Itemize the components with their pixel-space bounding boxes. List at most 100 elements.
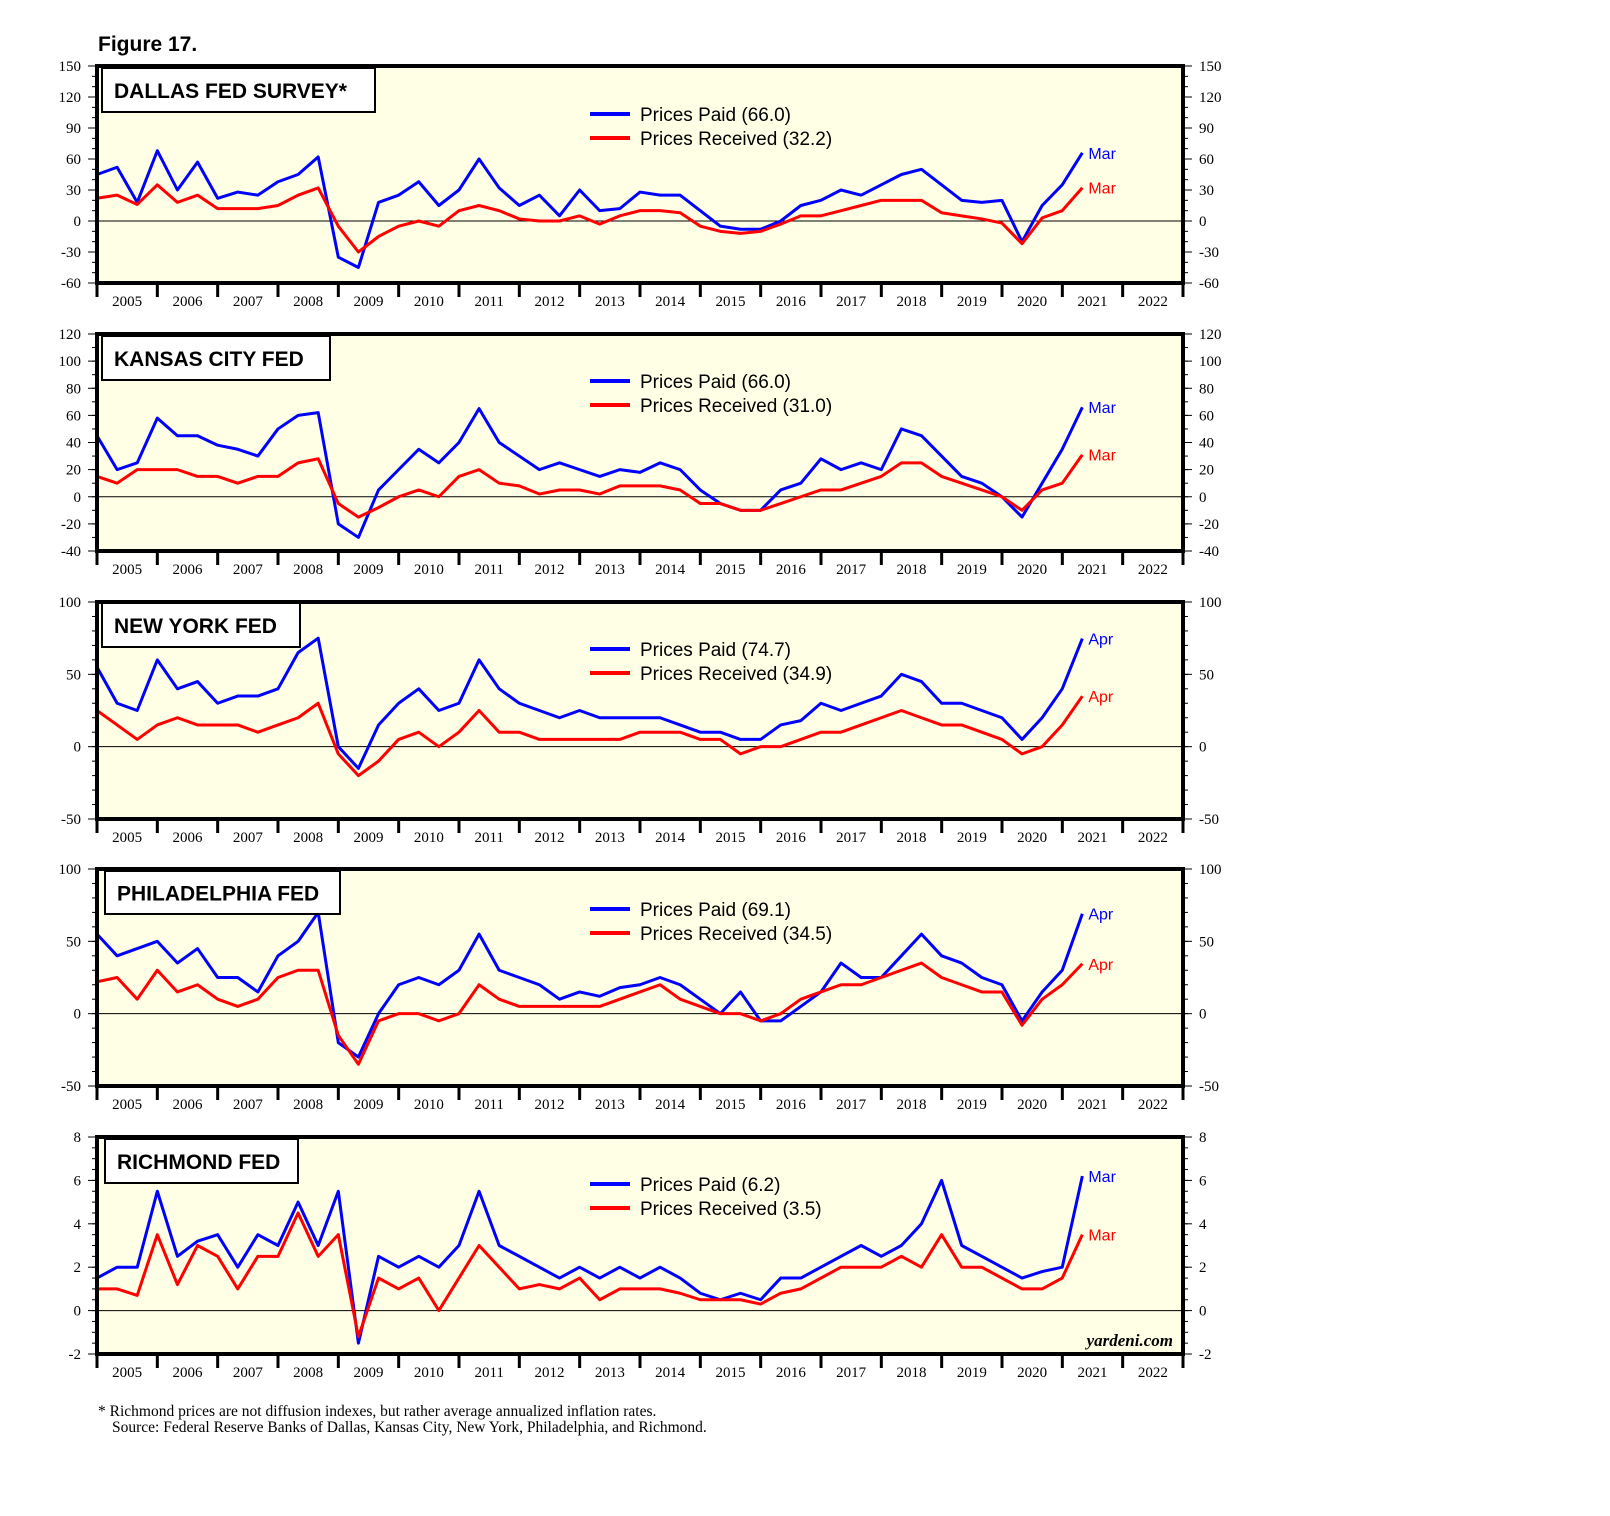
x-tick-label: 2012 — [535, 1365, 565, 1381]
x-tick-label: 2005 — [112, 1365, 142, 1381]
y-tick-label-left: 120 — [59, 327, 82, 343]
panel-title-box — [104, 1138, 299, 1184]
y-tick-label-left: 6 — [74, 1173, 82, 1189]
x-tick-label: 2012 — [535, 294, 565, 310]
y-tick-label-left: 60 — [66, 152, 81, 168]
plot-frame — [95, 64, 1185, 285]
legend-label: Prices Received (34.5) — [640, 924, 832, 945]
y-tick-label-right: -40 — [1199, 544, 1219, 560]
y-tick-label-right: 0 — [1199, 490, 1207, 506]
x-tick-label: 2011 — [474, 1097, 503, 1113]
y-tick-label-left: 50 — [66, 667, 81, 683]
y-tick-label-right: 0 — [1199, 1304, 1207, 1320]
y-tick-label-left: 8 — [74, 1130, 82, 1146]
x-tick-label: 2015 — [716, 1365, 746, 1381]
x-tick-label: 2013 — [595, 1365, 625, 1381]
y-tick-label-right: 50 — [1199, 934, 1214, 950]
x-tick-label: 2006 — [173, 294, 204, 310]
y-tick-label-right: -2 — [1199, 1347, 1212, 1363]
x-tick-label: 2013 — [595, 1097, 625, 1113]
x-tick-label: 2010 — [414, 1097, 444, 1113]
y-tick-label-left: 20 — [66, 463, 81, 479]
x-tick-label: 2007 — [233, 562, 264, 578]
panel-title-box — [101, 335, 331, 381]
y-tick-label-left: 0 — [74, 1007, 82, 1023]
x-tick-label: 2019 — [957, 1097, 987, 1113]
y-tick-label-left: -40 — [61, 544, 81, 560]
x-tick-label: 2019 — [957, 294, 987, 310]
x-tick-label: 2018 — [897, 562, 927, 578]
y-tick-label-right: 20 — [1199, 463, 1214, 479]
y-tick-label-right: 80 — [1199, 381, 1214, 397]
y-tick-label-left: 4 — [74, 1217, 82, 1233]
x-tick-label: 2015 — [716, 562, 746, 578]
legend-label: Prices Paid (66.0) — [640, 372, 791, 393]
series-end-label: Apr — [1088, 957, 1114, 974]
y-tick-label-left: 120 — [59, 90, 82, 106]
series-end-label: Mar — [1088, 400, 1116, 417]
y-tick-label-left: 100 — [59, 862, 82, 878]
y-tick-label-left: 40 — [66, 436, 81, 452]
chart-panel-2: 100 100 50 50 0 0 -50 -50 2005 2006 2007 2008 2009 20… — [59, 595, 1222, 846]
y-tick-label-left: 50 — [66, 934, 81, 950]
panel-title-box — [104, 870, 341, 915]
plot-frame — [95, 600, 1185, 821]
y-tick-label-left: 100 — [59, 354, 82, 370]
x-tick-label: 2008 — [293, 830, 323, 846]
x-tick-label: 2005 — [112, 830, 142, 846]
panel-title: RICHMOND FED — [117, 1151, 280, 1174]
x-tick-label: 2007 — [233, 1365, 264, 1381]
y-tick-label-left: -20 — [61, 517, 81, 533]
x-tick-label: 2009 — [354, 294, 384, 310]
y-tick-label-right: 4 — [1199, 1217, 1207, 1233]
x-tick-label: 2006 — [173, 562, 204, 578]
x-tick-label: 2022 — [1138, 1365, 1168, 1381]
series-end-label: Apr — [1088, 907, 1114, 924]
y-tick-label-left: 60 — [66, 408, 81, 424]
y-tick-label-left: -50 — [61, 1079, 81, 1095]
y-tick-label-right: 60 — [1199, 408, 1214, 424]
x-tick-label: 2021 — [1078, 294, 1108, 310]
x-tick-label: 2016 — [776, 830, 807, 846]
chart-panel-4: 8 8 6 6 4 4 2 2 0 0 -2 -2 2005 2006 2007 2008 2009 2010 20… — [69, 1130, 1212, 1381]
x-tick-label: 2016 — [776, 1365, 807, 1381]
legend-label: Prices Received (32.2) — [640, 129, 832, 150]
y-tick-label-right: 60 — [1199, 152, 1214, 168]
x-tick-label: 2015 — [716, 830, 746, 846]
x-tick-label: 2020 — [1017, 1097, 1047, 1113]
panel-title: NEW YORK FED — [114, 615, 277, 638]
x-tick-label: 2022 — [1138, 830, 1168, 846]
y-tick-label-left: 80 — [66, 381, 81, 397]
series-line-prices-received — [96, 961, 1084, 1066]
x-tick-label: 2006 — [173, 830, 204, 846]
x-tick-label: 2020 — [1017, 1365, 1047, 1381]
panel-title: DALLAS FED SURVEY* — [114, 80, 348, 103]
panel-title-box — [101, 67, 376, 113]
series-end-label: Mar — [1088, 1228, 1116, 1245]
y-tick-label-right: 100 — [1199, 595, 1222, 611]
x-tick-label: 2008 — [293, 1097, 323, 1113]
x-tick-label: 2021 — [1078, 1097, 1108, 1113]
series-line-prices-paid — [95, 406, 1084, 539]
x-tick-label: 2016 — [776, 1097, 807, 1113]
x-tick-label: 2016 — [776, 294, 807, 310]
x-tick-label: 2018 — [897, 1097, 927, 1113]
x-tick-label: 2009 — [354, 830, 384, 846]
y-tick-label-right: 50 — [1199, 667, 1214, 683]
x-tick-label: 2007 — [233, 830, 264, 846]
series-line-prices-paid — [96, 1175, 1084, 1345]
x-tick-label: 2007 — [233, 1097, 264, 1113]
y-tick-label-left: -50 — [61, 812, 81, 828]
x-tick-label: 2022 — [1138, 562, 1168, 578]
x-tick-label: 2014 — [655, 1097, 686, 1113]
legend-label: Prices Paid (69.1) — [640, 900, 791, 921]
chart-panel-0: 150 150 120 120 90 90 60 60 30 30 0 0 -30 -30 -60 -60 20… — [59, 59, 1222, 310]
series-end-label: Apr — [1088, 689, 1114, 706]
x-tick-label: 2013 — [595, 562, 625, 578]
y-tick-label-left: -2 — [69, 1347, 82, 1363]
x-tick-label: 2016 — [776, 562, 807, 578]
x-tick-label: 2007 — [233, 294, 264, 310]
y-tick-label-right: -50 — [1199, 1079, 1219, 1095]
y-tick-label-left: 0 — [74, 740, 82, 756]
